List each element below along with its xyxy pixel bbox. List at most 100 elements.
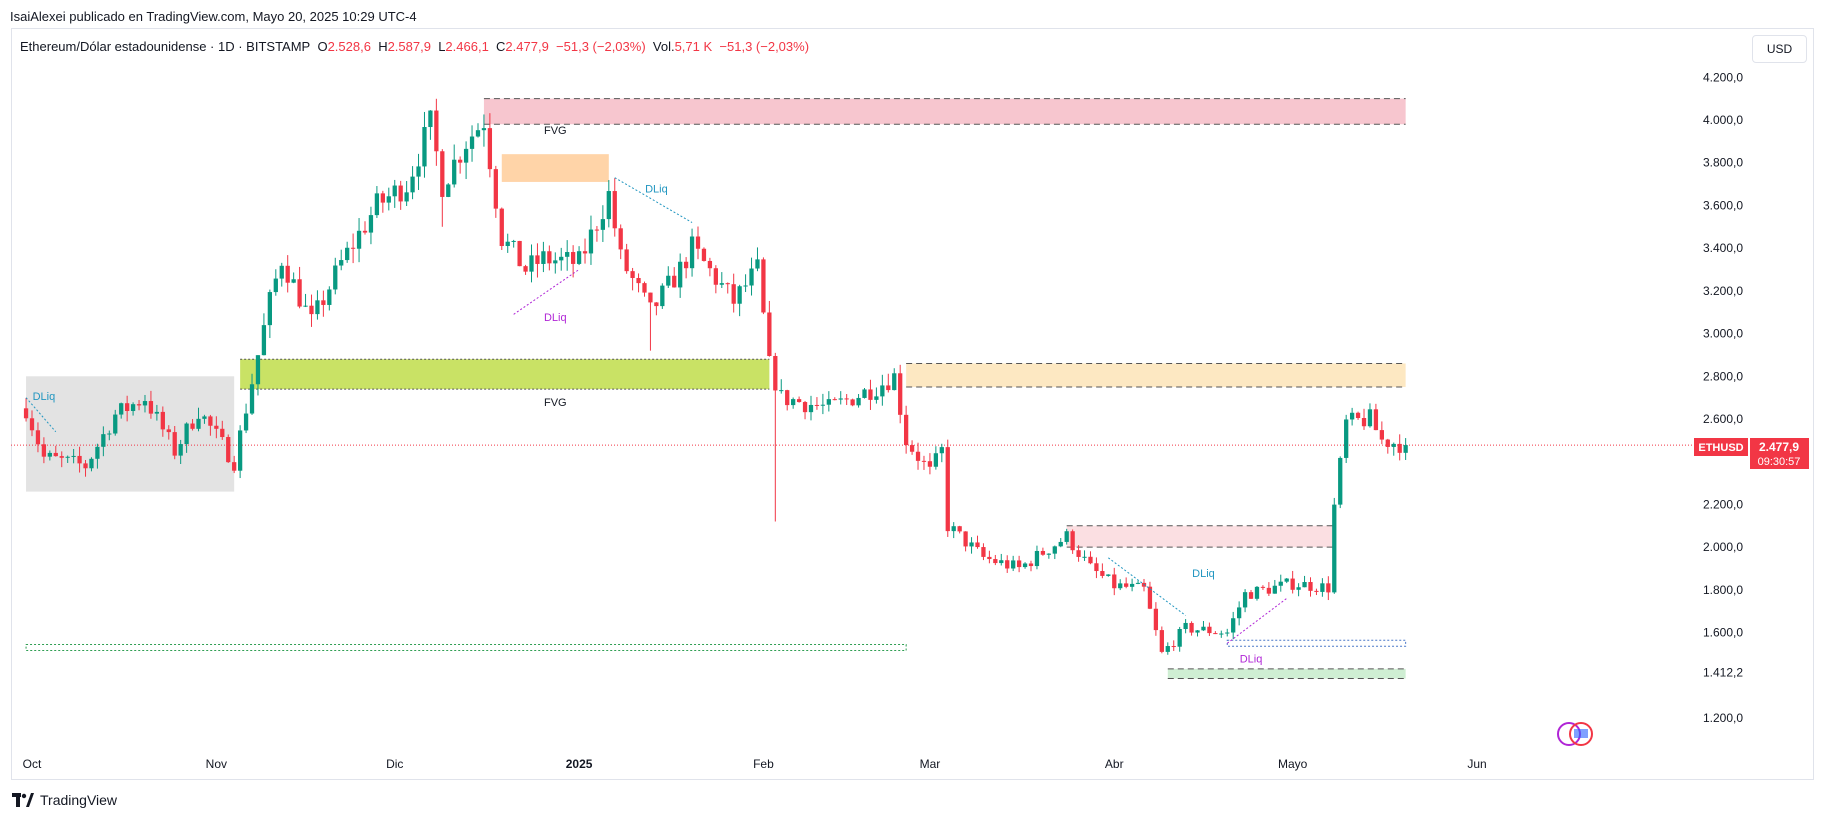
- candle: [767, 300, 772, 357]
- dliq-label-5: DLiq: [1192, 568, 1215, 580]
- volume-change: −51,3 (−2,03%): [719, 39, 810, 54]
- candle: [202, 414, 207, 424]
- candle: [309, 294, 314, 327]
- candle: [505, 233, 510, 253]
- fvg-label-1: FVG: [544, 397, 567, 409]
- fvg-zone-orange: [501, 154, 609, 182]
- fvg-zone-top-red: [483, 98, 1406, 125]
- y-tick-label: 3.000,0: [1703, 327, 1743, 341]
- x-tick-label: Feb: [753, 757, 774, 771]
- candle: [1403, 438, 1408, 460]
- candle: [1076, 545, 1081, 562]
- time-axis[interactable]: Oct Nov Dic 2025 Feb Mar Abr Mayo Jun: [23, 757, 1487, 771]
- candle: [333, 257, 338, 295]
- candle: [749, 257, 754, 296]
- candle: [356, 218, 362, 263]
- y-tick-label: 2.600,0: [1703, 412, 1743, 426]
- tradingview-watermark-icon[interactable]: [1557, 722, 1593, 746]
- x-tick-label: Mar: [920, 757, 941, 771]
- candle: [190, 419, 195, 431]
- candle: [89, 457, 94, 472]
- candle: [487, 113, 493, 178]
- currency-button[interactable]: USD: [1752, 35, 1807, 63]
- candle: [350, 233, 356, 264]
- candle: [1296, 583, 1301, 597]
- candle: [41, 437, 47, 464]
- candle: [939, 443, 944, 463]
- candle: [791, 397, 796, 409]
- candle: [785, 389, 790, 411]
- candle: [392, 179, 397, 208]
- candle: [517, 240, 522, 267]
- candle: [909, 440, 915, 455]
- candle: [475, 123, 481, 138]
- y-tick-label: 1.800,0: [1703, 583, 1743, 597]
- candle: [1058, 538, 1063, 548]
- candle: [1266, 582, 1272, 597]
- candle: [844, 394, 849, 406]
- candle: [267, 289, 273, 339]
- candle: [874, 387, 879, 404]
- close-value: 2.477,9: [505, 39, 549, 54]
- candle: [243, 403, 249, 434]
- price-axis[interactable]: 4.200,0 4.000,0 3.800,0 3.600,0 3.400,0 3.200…: [1703, 70, 1743, 725]
- symbol-title[interactable]: Ethereum/Dólar estadounidense · 1D · BIT…: [20, 39, 311, 54]
- candle: [511, 239, 516, 248]
- candle: [1254, 586, 1260, 601]
- candle: [1106, 574, 1111, 577]
- candle: [315, 290, 320, 320]
- candle: [565, 240, 570, 271]
- candle: [469, 125, 475, 162]
- candle: [886, 373, 891, 393]
- candle: [541, 241, 546, 273]
- candle: [113, 409, 118, 436]
- candle: [1349, 407, 1355, 426]
- candle: [35, 422, 41, 453]
- candle: [285, 255, 290, 293]
- candle: [933, 446, 939, 470]
- dliq-label-3: DLiq: [645, 184, 668, 196]
- y-tick-label: 1.600,0: [1703, 626, 1743, 640]
- price-change: −51,3 (−2,03%): [556, 39, 646, 54]
- candle: [927, 453, 933, 475]
- candle: [386, 187, 391, 211]
- candle: [660, 283, 665, 309]
- footer-brand[interactable]: TradingView: [12, 792, 117, 808]
- price-badge-bg: [1750, 438, 1809, 469]
- candle: [59, 451, 64, 468]
- candle: [249, 373, 255, 415]
- candle: [1046, 553, 1051, 559]
- candle: [856, 393, 861, 408]
- candle: [743, 274, 748, 293]
- candle: [428, 110, 433, 140]
- chart-frame: [11, 28, 1814, 780]
- candle: [796, 396, 802, 403]
- levels-layer: [25, 639, 1407, 652]
- dliq-label-4: DLiq: [544, 312, 567, 324]
- candle: [446, 183, 451, 198]
- fvg-label-0: FVG: [544, 125, 567, 137]
- candle: [422, 111, 427, 178]
- candle: [47, 450, 52, 461]
- candle: [969, 537, 974, 554]
- candle: [1219, 630, 1224, 638]
- dliq-line-3: [1108, 557, 1186, 616]
- candle: [1272, 579, 1277, 594]
- candle: [1284, 578, 1289, 584]
- candle: [77, 446, 82, 473]
- candle: [481, 114, 487, 147]
- published-by-line: IsaiAlexei publicado en TradingView.com,…: [10, 9, 417, 24]
- candle: [255, 355, 261, 396]
- y-tick-label: 3.400,0: [1703, 241, 1743, 255]
- price-badge-value: 2.477,9: [1759, 440, 1799, 454]
- candle: [273, 269, 278, 296]
- candle: [606, 180, 611, 228]
- candle: [963, 531, 968, 552]
- candle: [101, 426, 106, 457]
- candle: [1112, 567, 1117, 596]
- candle: [1225, 628, 1230, 637]
- candle: [1171, 640, 1176, 652]
- candle: [208, 414, 213, 436]
- candle: [570, 245, 576, 278]
